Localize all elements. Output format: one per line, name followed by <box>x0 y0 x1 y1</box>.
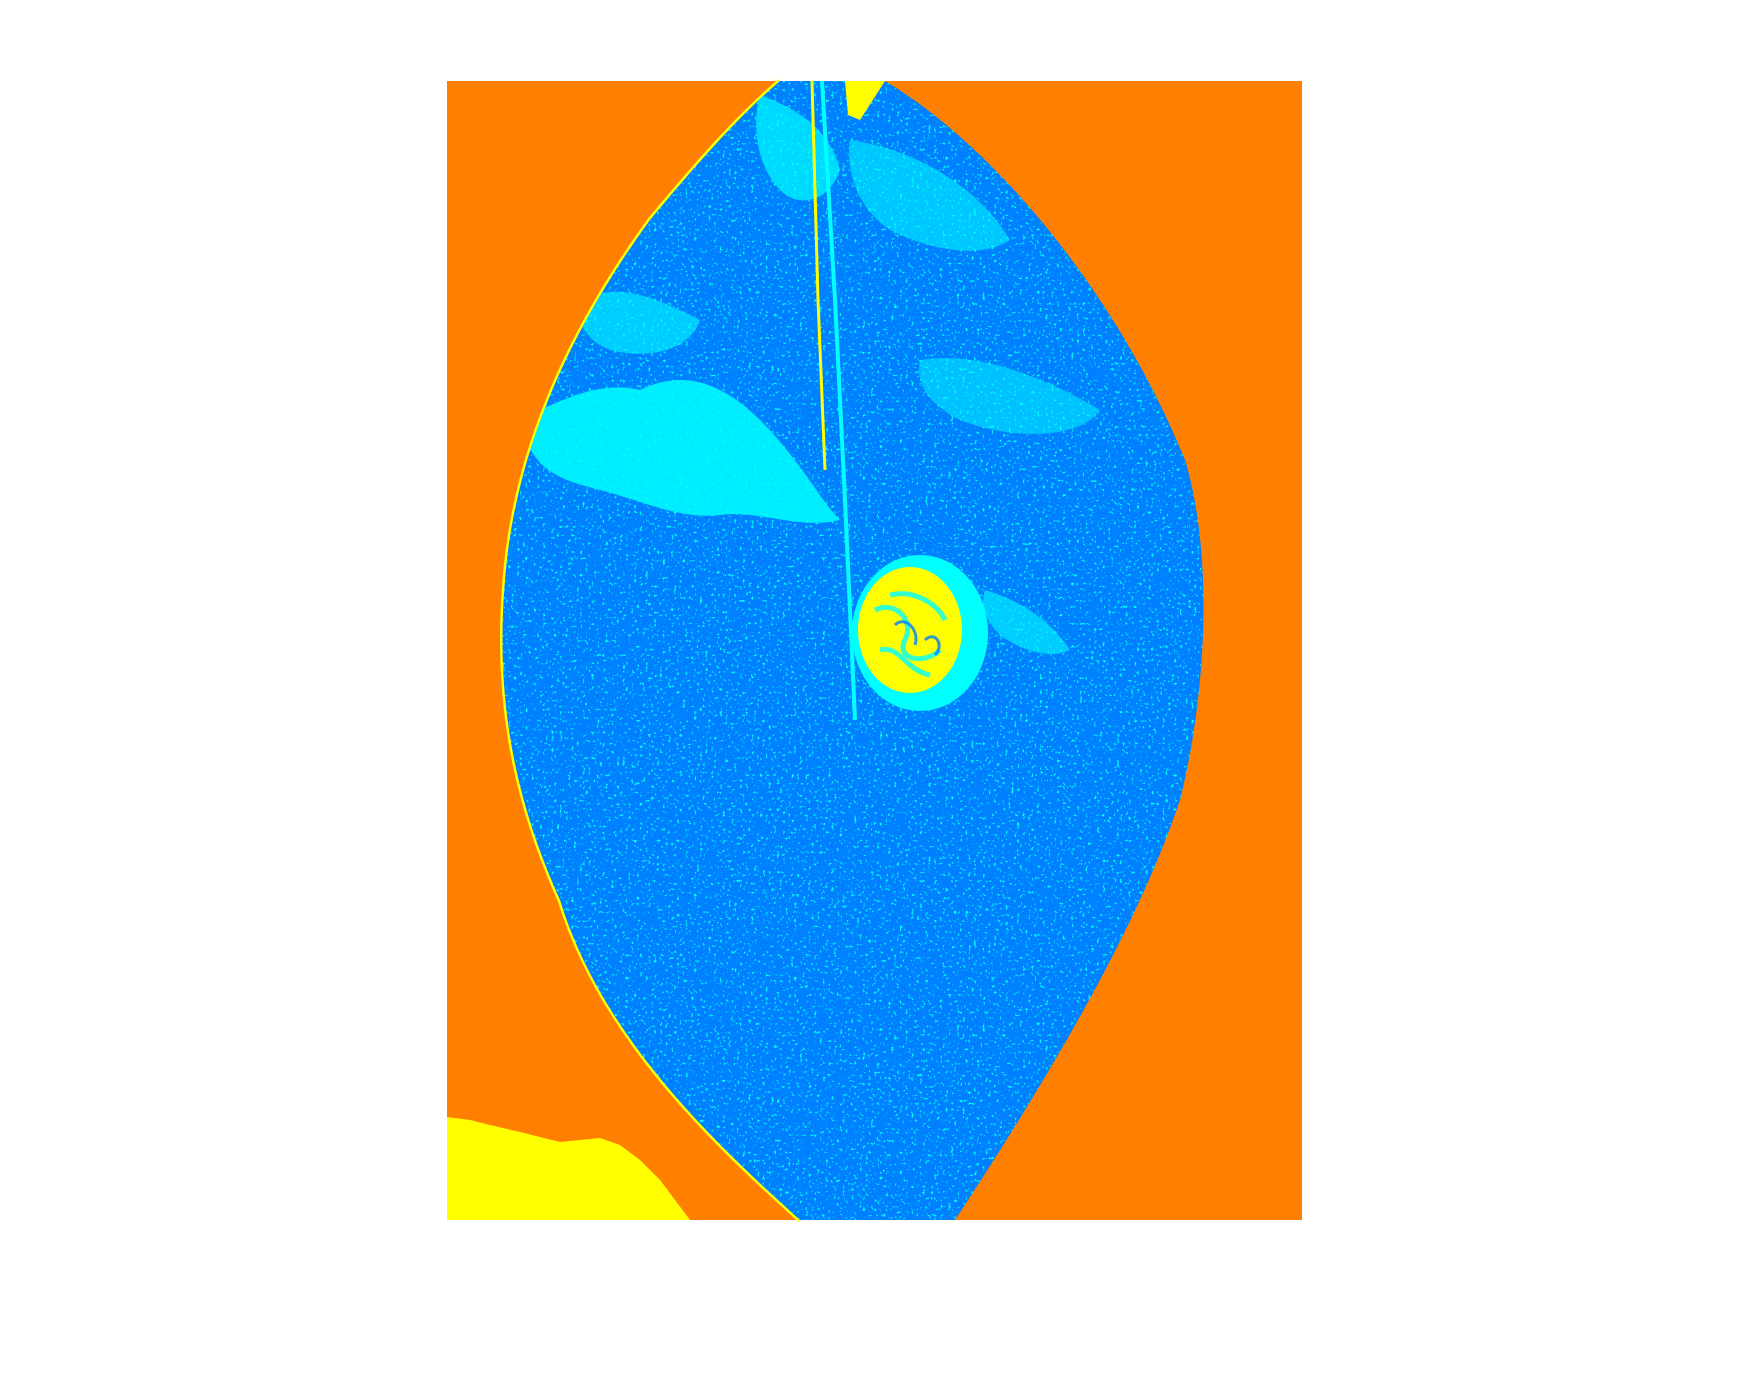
bottom-left-bright-patch <box>447 1117 690 1220</box>
lesion-inner-blue <box>893 620 941 657</box>
lesion-inner-texture <box>873 591 948 678</box>
leaf-midrib-yellow <box>810 81 827 471</box>
leaf-midrib-top-yellow <box>845 81 885 120</box>
leaf-midrib <box>820 81 857 721</box>
